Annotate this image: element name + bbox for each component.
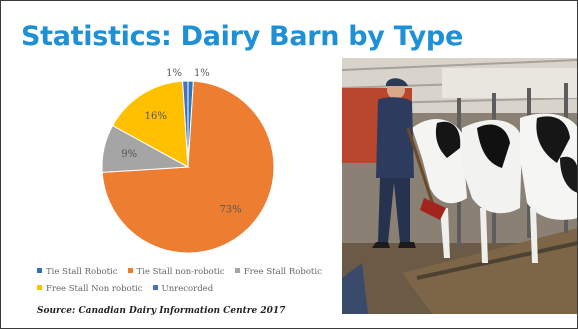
pie-slice-4	[182, 80, 189, 168]
legend-swatch	[234, 268, 240, 273]
legend-label: Free Stall Robotic	[243, 267, 322, 277]
legend-item: Unrecorded	[152, 281, 214, 298]
legend-swatch	[37, 268, 42, 273]
legend-swatch	[152, 285, 158, 290]
pie-data-label: 16%	[145, 111, 167, 122]
chart-legend: Tie Stall Robotic Tie Stall non-robotic Fr…	[37, 264, 337, 298]
legend-item: Free Stall Non robotic	[37, 281, 143, 298]
pie-data-label: 73%	[219, 205, 241, 216]
legend-label: Free Stall Non robotic	[46, 284, 143, 294]
pie-data-label: 9%	[121, 149, 137, 160]
legend-label: Tie Stall Robotic	[46, 267, 118, 277]
pie-data-label: 1%	[194, 68, 210, 79]
barn-photo-illustration	[342, 58, 577, 314]
legend-label: Tie Stall non-robotic	[136, 267, 225, 277]
source-note: Source: Canadian Dairy Information Centr…	[37, 306, 286, 316]
legend-swatch	[127, 268, 133, 273]
pie-slice-3	[111, 80, 189, 168]
legend-item: Tie Stall Robotic	[37, 264, 118, 281]
legend-item: Free Stall Robotic	[234, 264, 322, 281]
legend-item: Tie Stall non-robotic	[127, 264, 225, 281]
barn-photo	[342, 58, 577, 314]
legend-label: Unrecorded	[161, 284, 214, 294]
pie-chart: 1% 73% 9% 16% 1%	[101, 68, 275, 254]
slide-title: Statistics: Dairy Barn by Type	[21, 21, 463, 52]
pie-data-label: 1%	[166, 68, 182, 79]
legend-swatch	[37, 285, 42, 290]
